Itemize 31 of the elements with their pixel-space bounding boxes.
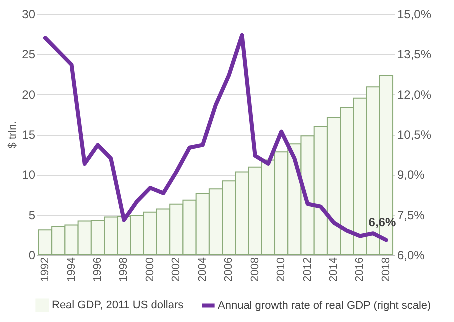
x-tick-label: 1994 bbox=[66, 258, 78, 282]
x-tick-label: 2004 bbox=[196, 258, 209, 282]
x-tick-label: 2002 bbox=[170, 258, 183, 282]
x-tick-label: 2016 bbox=[354, 258, 366, 282]
y-tick-label: 25 bbox=[22, 48, 36, 62]
y-tick-label: 15 bbox=[22, 128, 36, 142]
x-tick-label: 2014 bbox=[328, 258, 340, 282]
y-axis-title: $ trln. bbox=[7, 121, 20, 149]
y2-tick-label: 15,0% bbox=[398, 8, 432, 22]
x-tick-label: 2006 bbox=[223, 258, 236, 282]
x-tick-label: 2012 bbox=[302, 258, 314, 282]
y-tick-label: 0 bbox=[28, 248, 36, 262]
y-tick-label: 10 bbox=[22, 168, 36, 182]
y2-tick-label: 6,0% bbox=[398, 248, 426, 262]
x-tick-label: 1992 bbox=[40, 258, 52, 282]
x-tick-label: 1998 bbox=[118, 258, 130, 282]
y2-tick-label: 9,0% bbox=[398, 168, 426, 182]
x-tick-label: 2010 bbox=[276, 258, 288, 282]
y2-tick-label: 12,0% bbox=[398, 88, 432, 102]
y-tick-label: 20 bbox=[22, 88, 36, 102]
x-tick-label: 1996 bbox=[92, 258, 104, 282]
legend-label: Real GDP, 2011 US dollars bbox=[52, 300, 184, 312]
y2-tick-label: 7,5% bbox=[398, 208, 426, 222]
y-tick-label: 30 bbox=[22, 8, 36, 22]
x-tick-label: 2000 bbox=[144, 258, 156, 282]
x-tick-label: 2018 bbox=[380, 258, 392, 282]
y2-tick-label: 13,5% bbox=[398, 48, 432, 62]
legend-label: Annual growth rate of real GDP (right scale) bbox=[218, 300, 432, 312]
y-tick-label: 5 bbox=[28, 208, 36, 222]
x-tick-label: 2008 bbox=[249, 258, 262, 282]
y2-tick-label: 10,5% bbox=[398, 128, 432, 142]
